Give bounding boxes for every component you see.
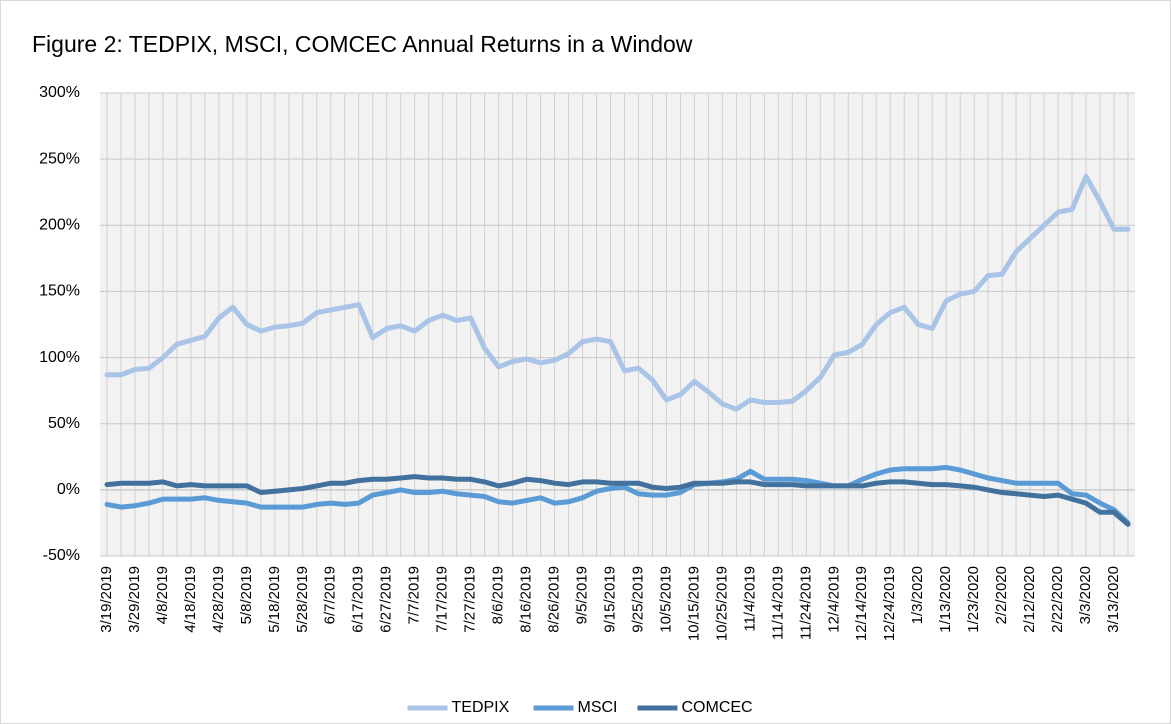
x-tick-label: 12/4/2019 bbox=[825, 566, 842, 633]
y-tick-label: 0% bbox=[57, 481, 80, 498]
x-tick-label: 3/13/2020 bbox=[1105, 566, 1122, 633]
x-tick-label: 1/13/2020 bbox=[937, 566, 954, 633]
x-tick-label: 6/17/2019 bbox=[350, 566, 367, 633]
legend-label: TEDPIX bbox=[452, 699, 510, 716]
legend-label: COMCEC bbox=[682, 699, 753, 716]
y-tick-label: -50% bbox=[43, 547, 80, 564]
x-tick-label: 11/14/2019 bbox=[769, 566, 786, 640]
y-tick-label: 300% bbox=[39, 84, 80, 101]
series-line bbox=[104, 173, 1131, 412]
x-tick-label: 1/23/2020 bbox=[965, 566, 982, 633]
series-line bbox=[104, 474, 1131, 527]
x-tick-label: 4/28/2019 bbox=[210, 566, 227, 633]
x-tick-label: 2/12/2020 bbox=[1021, 566, 1038, 633]
x-tick-label: 7/7/2019 bbox=[406, 566, 423, 624]
x-tick-label: 10/25/2019 bbox=[713, 566, 730, 641]
x-tick-label: 2/2/2020 bbox=[993, 566, 1010, 624]
x-tick-label: 11/24/2019 bbox=[797, 566, 814, 640]
x-tick-label: 11/4/2019 bbox=[741, 566, 758, 632]
x-tick-label: 7/17/2019 bbox=[434, 566, 451, 633]
x-tick-label: 5/8/2019 bbox=[238, 566, 255, 624]
x-tick-label: 4/8/2019 bbox=[154, 566, 171, 624]
x-tick-label: 8/16/2019 bbox=[518, 566, 535, 633]
legend-label: MSCI bbox=[578, 699, 618, 716]
chart-title: Figure 2: TEDPIX, MSCI, COMCEC Annual Re… bbox=[32, 31, 693, 57]
x-tick-label: 9/15/2019 bbox=[601, 566, 618, 633]
x-tick-label: 5/18/2019 bbox=[266, 566, 283, 633]
series-line bbox=[104, 464, 1131, 526]
x-tick-label: 6/7/2019 bbox=[322, 566, 339, 624]
y-tick-label: 50% bbox=[48, 415, 80, 432]
x-tick-label: 7/27/2019 bbox=[462, 566, 479, 633]
x-tick-label: 9/25/2019 bbox=[629, 566, 646, 633]
x-tick-label: 3/29/2019 bbox=[126, 566, 143, 633]
x-tick-label: 12/14/2019 bbox=[853, 566, 870, 641]
x-tick-label: 10/15/2019 bbox=[685, 566, 702, 641]
x-tick-label: 4/18/2019 bbox=[182, 566, 199, 633]
x-tick-label: 1/3/2020 bbox=[909, 566, 926, 624]
x-tick-label: 12/24/2019 bbox=[881, 566, 898, 641]
plot-area bbox=[100, 93, 1135, 556]
x-tick-label: 2/22/2020 bbox=[1049, 566, 1066, 633]
x-tick-label: 3/3/2020 bbox=[1077, 566, 1094, 624]
x-tick-label: 9/5/2019 bbox=[574, 566, 591, 624]
y-tick-label: 250% bbox=[39, 150, 80, 167]
x-tick-label: 3/19/2019 bbox=[98, 566, 115, 633]
x-tick-label: 5/28/2019 bbox=[294, 566, 311, 633]
y-tick-label: 150% bbox=[39, 283, 80, 300]
y-tick-label: 100% bbox=[39, 349, 80, 366]
x-tick-label: 10/5/2019 bbox=[657, 566, 674, 633]
x-tick-label: 8/26/2019 bbox=[546, 566, 563, 633]
y-tick-label: 200% bbox=[39, 217, 80, 234]
x-tick-label: 6/27/2019 bbox=[378, 566, 395, 633]
x-tick-label: 8/6/2019 bbox=[490, 566, 507, 624]
